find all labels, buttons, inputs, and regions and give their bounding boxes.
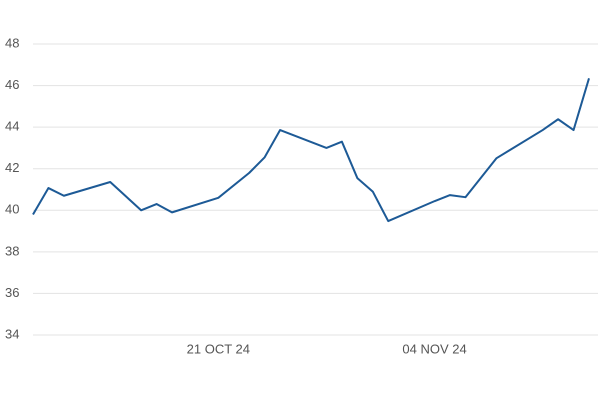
- line: [32, 78, 590, 223]
- y-tick-label: 40: [5, 202, 19, 217]
- y-tick-label: 34: [5, 326, 19, 341]
- y-tick-label: 42: [5, 160, 19, 175]
- y-tick-label: 36: [5, 285, 19, 300]
- y-tick-label: 38: [5, 243, 19, 258]
- y-tick-label: 48: [5, 35, 19, 50]
- y-tick-label: 44: [5, 119, 19, 134]
- x-tick-label: 04 NOV 24: [402, 341, 466, 356]
- x-tick-label: 21 OCT 24: [187, 341, 250, 356]
- y-tick-label: 46: [5, 77, 19, 92]
